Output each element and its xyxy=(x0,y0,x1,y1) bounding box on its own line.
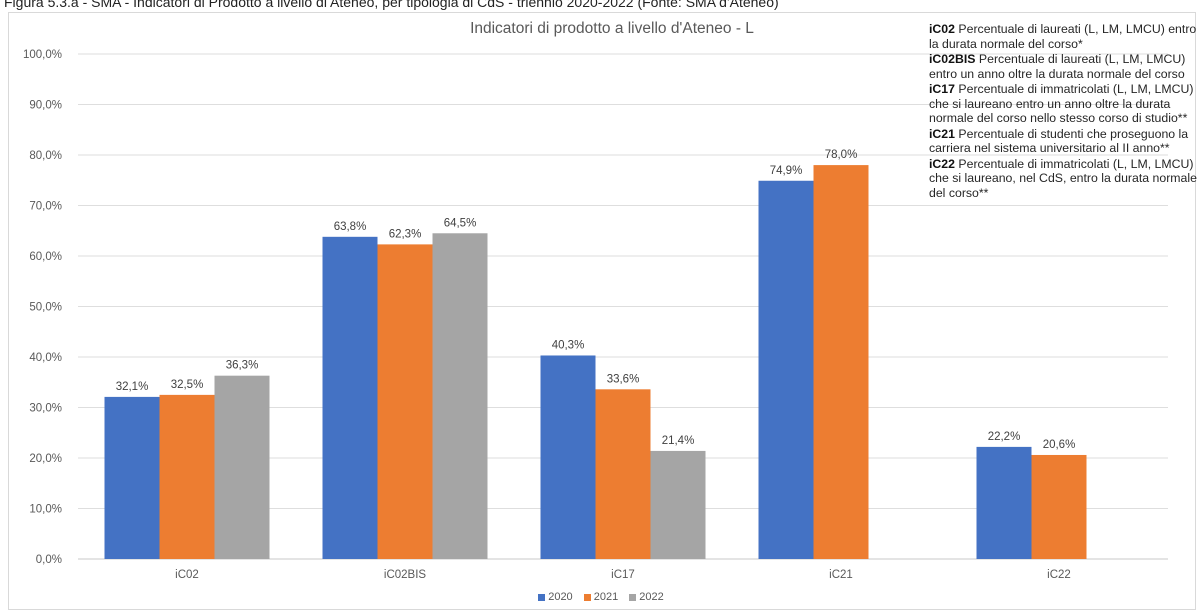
data-label: 20,6% xyxy=(1043,439,1076,451)
chart-title: Indicatori di prodotto a livello d'Atene… xyxy=(470,20,754,37)
y-tick-label: 60,0% xyxy=(29,251,62,263)
x-tick-label: iC02 xyxy=(175,569,199,581)
x-tick-label: iC02BIS xyxy=(384,569,427,581)
legend-item-2021: 2021 xyxy=(583,591,619,603)
bar-iC02BIS-2021 xyxy=(377,244,433,559)
data-label: 32,5% xyxy=(171,379,204,391)
y-tick-label: 100,0% xyxy=(23,49,62,61)
note-code: iC21 xyxy=(929,126,955,141)
bar-iC22-2021 xyxy=(1031,454,1087,559)
note-ic02bis: iC02BIS Percentuale di laureati (L, LM, … xyxy=(929,52,1199,81)
data-label: 64,5% xyxy=(444,217,477,229)
data-label: 33,6% xyxy=(607,373,640,385)
bar-iC21-2021 xyxy=(813,165,869,559)
note-code: iC02BIS xyxy=(929,52,976,66)
legend-item-2020: 2020 xyxy=(538,591,573,603)
note-code: iC17 xyxy=(929,82,955,96)
legend-label: 2022 xyxy=(639,591,664,603)
bar-iC02BIS-2022 xyxy=(432,233,488,559)
y-tick-label: 30,0% xyxy=(29,403,62,415)
bar-iC17-2022 xyxy=(650,450,706,559)
bar-iC02-2020 xyxy=(104,396,160,559)
note-text: Percentuale di laureati (L, LM, LMCU) en… xyxy=(929,22,1197,51)
note-text: Percentuale di laureati (L, LM, LMCU) en… xyxy=(929,52,1186,81)
y-axis-ticks: 0,0% 10,0% 20,0% 30,0% 40,0% 50,0% 60,0% 70,0% 8… xyxy=(23,49,62,566)
data-label: 36,3% xyxy=(226,360,259,372)
note-code: iC22 xyxy=(929,156,955,171)
chart-legend: 2020 2021 2022 xyxy=(0,591,1202,603)
y-tick-label: 80,0% xyxy=(29,150,62,162)
y-tick-label: 20,0% xyxy=(29,453,62,465)
note-ic17: iC17 Percentuale di immatricolati (L, LM… xyxy=(929,82,1199,126)
x-tick-label: iC22 xyxy=(1047,569,1071,581)
data-label: 22,2% xyxy=(988,431,1021,443)
legend-swatch xyxy=(583,593,591,601)
figure-caption: Figura 5.3.a - SMA - Indicatori di Prodo… xyxy=(4,0,779,10)
legend-swatch xyxy=(629,593,637,601)
bar-iC21-2020 xyxy=(758,180,814,559)
y-tick-label: 90,0% xyxy=(29,100,62,112)
x-axis-ticks: iC02 iC02BIS iC17 iC21 iC22 xyxy=(175,569,1071,581)
data-label: 40,3% xyxy=(552,339,585,351)
note-text: Percentuale di immatricolati (L, LM, LMC… xyxy=(929,156,1197,200)
legend-label: 2020 xyxy=(548,591,573,603)
bar-iC02-2021 xyxy=(159,394,215,559)
data-labels: 32,1% 32,5% 36,3% 63,8% 62,3% 64,5% 40,3% 33,6%… xyxy=(116,149,1076,451)
note-code: iC02 xyxy=(929,22,955,36)
note-ic02: iC02 Percentuale di laureati (L, LM, LMC… xyxy=(929,22,1199,51)
bar-iC17-2020 xyxy=(540,355,596,559)
bar-iC17-2021 xyxy=(595,389,651,559)
legend-label: 2021 xyxy=(593,591,619,603)
note-text: Percentuale di immatricolati (L, LM, LMC… xyxy=(929,82,1194,125)
note-text: Percentuale di studenti che proseguono l… xyxy=(929,126,1189,156)
bar-iC02BIS-2020 xyxy=(322,236,378,559)
x-tick-label: iC17 xyxy=(611,569,635,581)
data-label: 63,8% xyxy=(334,221,367,233)
note-ic21: iC21 Percentuale di studenti che prosegu… xyxy=(929,127,1199,156)
bar-iC02-2022 xyxy=(214,375,270,559)
data-label: 74,9% xyxy=(770,165,803,177)
data-label: 21,4% xyxy=(662,435,695,447)
note-ic22: iC22 Percentuale di immatricolati (L, LM… xyxy=(929,157,1199,201)
x-tick-label: iC21 xyxy=(829,569,853,581)
y-tick-label: 40,0% xyxy=(29,352,62,364)
legend-swatch xyxy=(538,593,546,601)
data-label: 32,1% xyxy=(116,381,149,393)
y-tick-label: 0,0% xyxy=(36,554,62,566)
legend-item-2022: 2022 xyxy=(629,591,664,603)
y-tick-label: 50,0% xyxy=(29,302,62,314)
y-tick-label: 10,0% xyxy=(29,504,62,516)
bars xyxy=(104,165,1087,559)
chart-frame xyxy=(8,12,1196,610)
data-label: 62,3% xyxy=(389,228,422,240)
bar-iC22-2020 xyxy=(976,446,1032,559)
indicator-notes: iC02 Percentuale di laureati (L, LM, LMC… xyxy=(929,22,1199,201)
y-tick-label: 70,0% xyxy=(29,201,62,213)
data-label: 78,0% xyxy=(825,149,858,161)
